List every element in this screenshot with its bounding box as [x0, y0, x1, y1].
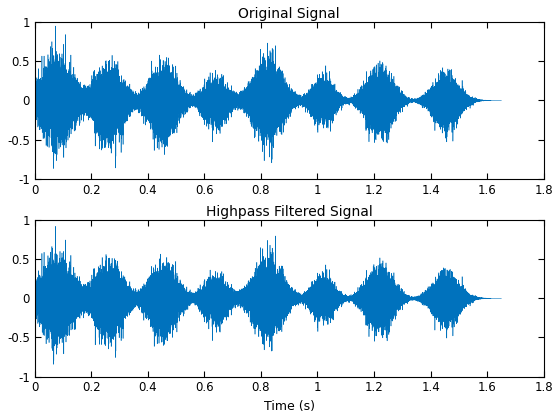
Title: Highpass Filtered Signal: Highpass Filtered Signal — [206, 205, 372, 219]
X-axis label: Time (s): Time (s) — [264, 400, 315, 413]
Title: Original Signal: Original Signal — [239, 7, 340, 21]
